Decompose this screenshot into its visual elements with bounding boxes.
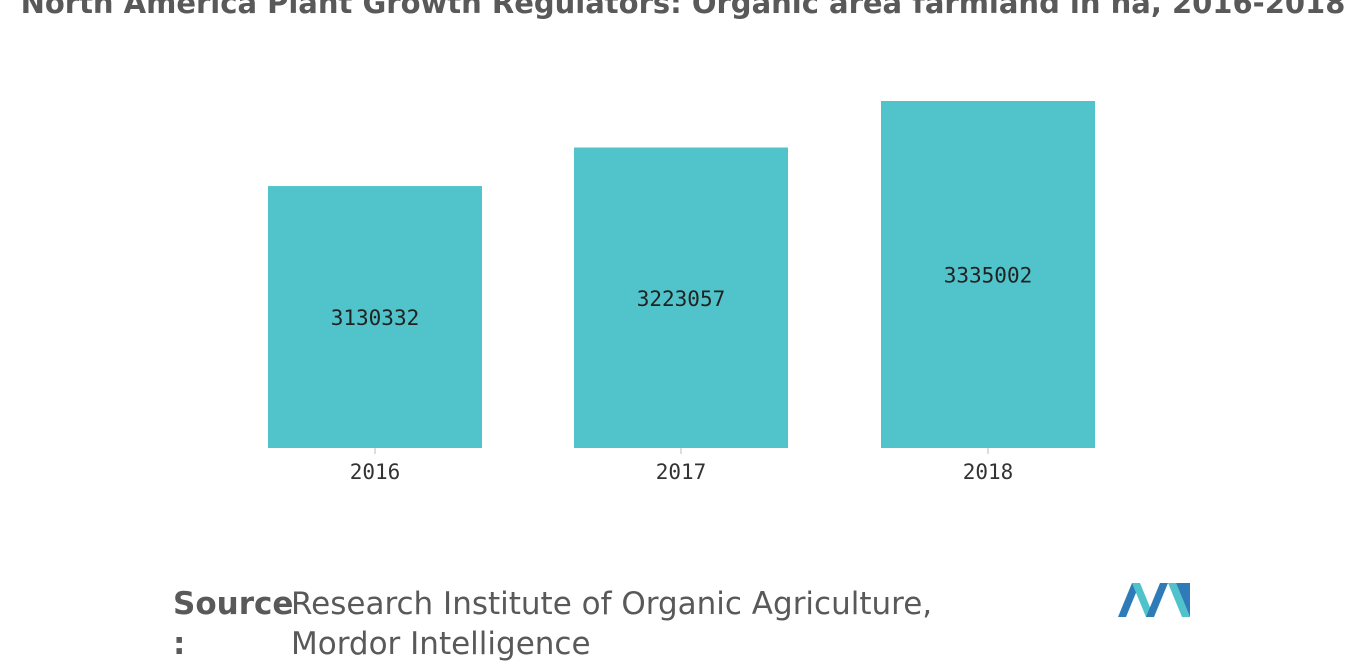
x-tick-label-2018: 2018 xyxy=(963,460,1014,484)
x-tick-label-2016: 2016 xyxy=(350,460,401,484)
bar-chart: 3130332 2016 3223057 2017 3335002 2018 xyxy=(268,101,1095,484)
bars-group: 3130332 2016 3223057 2017 3335002 2018 xyxy=(268,101,1095,484)
bar-2016 xyxy=(268,186,482,449)
source-colon: : xyxy=(173,626,186,662)
chart-title: North America Plant Growth Regulators: O… xyxy=(20,0,1346,20)
data-label-2017: 3223057 xyxy=(637,287,726,311)
source-text: Research Institute of Organic Agricultur… xyxy=(291,586,933,662)
data-label-2016: 3130332 xyxy=(331,306,420,330)
mordor-intelligence-logo-icon xyxy=(1118,583,1190,617)
x-tick-label-2017: 2017 xyxy=(656,460,707,484)
source-label: Source xyxy=(173,586,294,622)
bar-2017 xyxy=(574,147,788,448)
data-label-2018: 3335002 xyxy=(944,264,1033,288)
bar-2018 xyxy=(881,101,1095,448)
